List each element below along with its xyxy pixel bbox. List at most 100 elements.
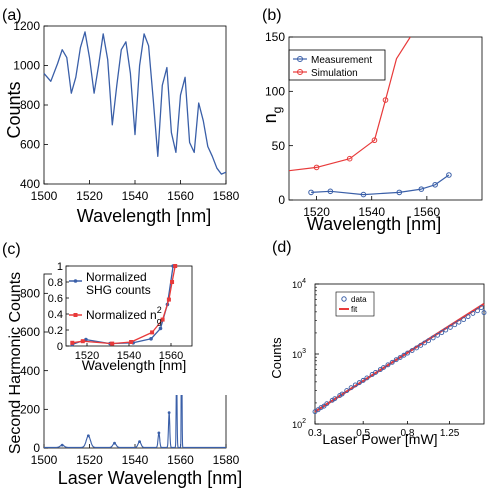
inset-xlabel: Wavelength [nm] [82,357,187,373]
panel-d-data-marker [385,362,391,368]
inset-xtick-label: 1540 [117,350,141,362]
inset-ng-marker [160,317,165,322]
panel-d-legend-box [335,291,375,317]
panel-b-simulation-marker [382,97,389,103]
panel-d-data-marker [364,375,370,381]
legend-ng-label-sup: 2 [157,305,162,315]
panel-d-data-marker [339,391,345,397]
panel-c-peak-marker [167,411,171,415]
legend-ng-label-sub: g [157,316,162,326]
panel-d-legend: data fit [335,291,375,317]
panel-d-data-marker [324,401,330,407]
panel-a-ytick-label: 800 [20,98,40,112]
panel-d-data-marker [414,345,419,351]
panel-d-data-marker [443,327,449,333]
panel-d-data-marker [393,357,399,363]
panel-d-data-marker [465,314,471,320]
panel-c-peak-marker [86,434,90,438]
panel-d-xtick-label: 1.25 [440,428,460,439]
panel-d-data-marker [418,342,424,348]
inset-ng-marker [80,339,85,344]
panel-d-ytick-base: 10 [292,420,302,430]
inset-ng-marker [110,341,115,346]
legend-shg-label-line1: Normalized [86,270,147,284]
panel-c-xtick-label: 1540 [122,453,149,467]
panel-d-data-marker [344,388,350,394]
panel-d-ytick-label: 102 [292,418,306,430]
panel-a-ytick-label: 600 [20,138,40,152]
panel-b-measurement-marker [308,189,314,196]
inset-ng-marker [170,280,175,284]
panel-a-xtick-label: 1520 [76,189,103,203]
panel-c-peak-marker [113,441,116,445]
inset-ytick-label: 0.6 [48,293,63,305]
panel-b-measurement-marker [446,172,452,178]
panel-d-ylabel: Counts [269,337,284,379]
panel-d-fit-line [314,302,485,413]
panel-d-ytick-exponent: 4 [302,278,306,285]
panel-d-xtick-label: 0.5 [356,428,370,439]
inset-ng-marker [150,330,155,335]
panel-d-data-marker [348,385,354,391]
panel-d-ytick-exponent: 3 [302,348,306,355]
legend-simulation-label: Simulation [311,68,358,79]
panel-c-xtick-label: 1560 [167,453,194,467]
panel-d-data-marker [430,335,436,341]
panel-d-ytick-base: 10 [292,350,302,360]
panel-a-xtick-label: 1540 [122,189,149,203]
panel-d-label: (d) [272,239,292,256]
inset-shg-marker [149,337,153,341]
panel-b-series-group [289,37,452,198]
panel-b-measurement-marker [396,189,403,196]
legend-ng-label-main: Normalized n [86,308,157,322]
panel-d-data-marker [447,324,453,330]
panel-c-ylabel: Second Harmonic Counts [7,272,24,454]
panel-b-measurement-line [311,174,450,196]
panel-c-ytick-label: 200 [20,403,40,417]
inset-ytick-label: 0.8 [48,277,63,289]
panel-d-data-marker [373,370,378,375]
panel-c-ytick-label: 800 [20,287,40,301]
panel-b-ytick-label: 50 [272,139,286,153]
panel-b-xtick-label: 1540 [358,205,385,219]
panel-d-data-marker [360,377,366,383]
panel-c-peak-marker [157,431,161,435]
panel-c-peak-marker [60,443,64,447]
inset-plot: 1520 1540 1560 0 0.2 0.4 0.6 0.8 1 [48,261,193,362]
panel-b-ylabel: ng [260,107,284,124]
inset-ng-marker [173,264,178,268]
panel-b-measurement-marker [327,188,334,195]
inset-ytick-label: 0 [57,341,63,353]
panel-d-data-marker [422,340,428,346]
inset-shg-marker [84,337,88,342]
inset-shg-marker [158,326,163,331]
legend-fit-label: fit [351,305,358,314]
panel-d-data-marker [452,322,458,328]
panel-d-data-marker [381,365,386,371]
panel-d-ytick-label: 104 [292,278,306,290]
panel-b-measurement-marker [432,181,438,188]
panel-d-data-marker [461,317,467,323]
legend-ng-marker [73,313,78,317]
panel-c-peak-marker [138,440,141,444]
panel-b-plot: 1520 1540 1560 0 50 100 150 [265,30,483,219]
panel-a-xtick-label: 1580 [213,189,240,203]
panel-c-xlabel: Laser Wavelength [nm] [58,468,242,488]
inset-ytick-label: 0.4 [48,309,63,321]
panel-d-xlabel: Laser Power [mW] [322,431,437,447]
panel-b-simulation-marker [313,164,320,171]
panel-a-label: (a) [2,7,22,24]
panel-b-xtick-label: 1520 [303,205,330,219]
panel-c-series-line [43,288,227,448]
panel-d-data-marker [401,352,407,358]
panel-d-data-marker [435,332,440,338]
legend-measurement-label: Measurement [311,55,372,66]
inset-ytick-label: 1 [57,261,63,273]
panel-d-data-marker [389,359,395,365]
panel-d-data-marker [439,330,445,336]
panel-d-data-marker [481,310,487,316]
panel-d-data-marker [356,380,362,386]
panel-b-legend: Measurement Simulation [288,49,386,81]
panel-b-ytick-label: 150 [265,30,285,44]
panel-a-ytick-label: 1000 [13,59,40,73]
